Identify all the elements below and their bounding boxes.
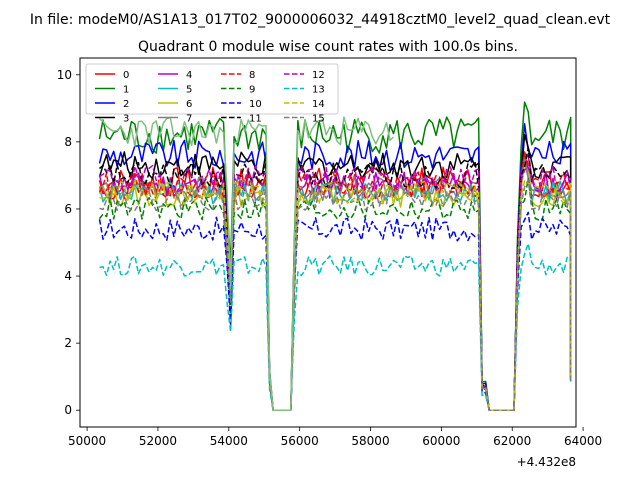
y-tick-label: 0 xyxy=(64,403,72,417)
series-line-13 xyxy=(99,242,572,411)
x-offset-label: +4.432e8 xyxy=(517,455,576,469)
legend-label: 15 xyxy=(312,114,325,125)
x-tick-label: 56000 xyxy=(281,434,319,448)
x-tick-label: 50000 xyxy=(68,434,106,448)
x-tick-label: 60000 xyxy=(422,434,460,448)
legend-label: 2 xyxy=(123,99,129,110)
legend-label: 14 xyxy=(312,99,325,110)
y-tick-label: 2 xyxy=(64,336,72,350)
x-tick-label: 54000 xyxy=(210,434,248,448)
series-line-1 xyxy=(98,101,572,411)
legend-box xyxy=(85,63,339,115)
legend-label: 0 xyxy=(123,70,129,81)
series-line-15 xyxy=(99,179,572,411)
legend-label: 13 xyxy=(312,85,325,96)
series-line-10 xyxy=(98,211,572,411)
plot-frame xyxy=(79,57,577,428)
legend-label: 8 xyxy=(249,70,255,81)
legend-label: 12 xyxy=(312,70,325,81)
chart-title: Quadrant 0 module wise count rates with … xyxy=(138,39,518,55)
legend-label: 4 xyxy=(186,70,192,81)
legend-label: 11 xyxy=(249,114,262,125)
legend-label: 9 xyxy=(249,85,255,96)
y-ticks: 0 2 4 6 8 10 xyxy=(57,68,80,417)
legend-label: 10 xyxy=(249,99,262,110)
legend-label: 3 xyxy=(123,114,129,125)
legend-label: 6 xyxy=(186,99,192,110)
series-line-12 xyxy=(99,164,572,411)
legend-label: 7 xyxy=(186,114,192,125)
legend-label: 5 xyxy=(186,85,192,96)
chart-suptitle: In file: modeM0/AS1A13_017T02_9000006032… xyxy=(30,12,611,28)
series-layer xyxy=(98,101,572,411)
x-tick-label: 62000 xyxy=(493,434,531,448)
x-tick-label: 52000 xyxy=(139,434,177,448)
y-tick-label: 8 xyxy=(64,135,72,149)
x-tick-label: 64000 xyxy=(564,434,602,448)
series-line-9 xyxy=(98,177,572,411)
series-line-extra xyxy=(99,116,395,411)
y-tick-label: 4 xyxy=(64,269,72,283)
legend-label: 1 xyxy=(123,85,129,96)
x-tick-label: 58000 xyxy=(351,434,389,448)
y-tick-label: 10 xyxy=(57,68,72,82)
x-ticks: 50000 52000 54000 56000 58000 60000 62000 64000 xyxy=(68,427,602,448)
y-tick-label: 6 xyxy=(64,202,72,216)
